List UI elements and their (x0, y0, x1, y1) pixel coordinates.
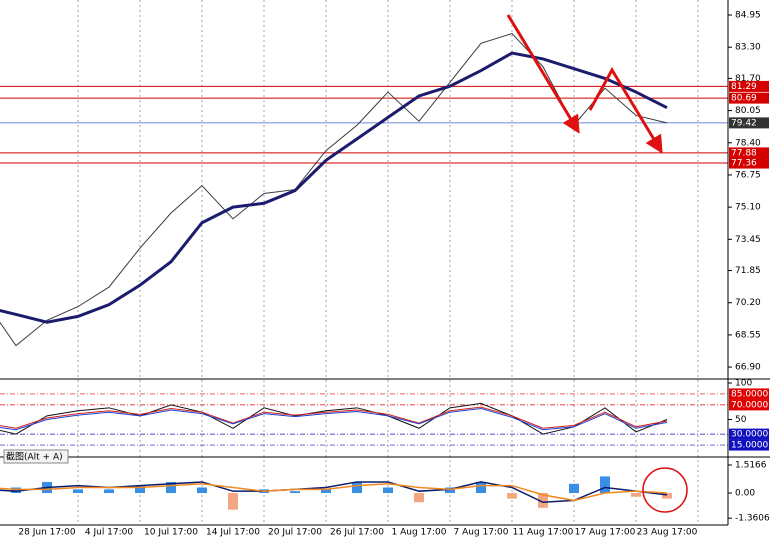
histogram-bar (135, 485, 145, 494)
series-line (0, 408, 668, 431)
level-label: 15.0000 (731, 441, 768, 451)
series-line (0, 51, 668, 324)
y-tick-label: 83.30 (735, 43, 761, 53)
x-tick-label: 11 Aug 17:00 (513, 528, 574, 538)
y-tick-label: 1.5166 (735, 461, 767, 471)
histogram-bar (538, 493, 548, 508)
x-tick-label: 26 Jul 17:00 (330, 528, 384, 538)
level-box (729, 439, 769, 451)
x-tick-label: 7 Aug 17:00 (454, 528, 509, 538)
x-tick-label: 28 Jun 17:00 (18, 528, 75, 538)
y-tick-label: 80.05 (735, 106, 761, 116)
y-tick-label: 68.55 (735, 330, 761, 340)
histogram-bar (445, 487, 455, 494)
x-tick-label: 20 Jul 17:00 (268, 528, 322, 538)
histogram-bar (631, 493, 641, 497)
y-tick-label: 81.70 (735, 74, 761, 84)
price-box (729, 117, 769, 129)
histogram-bar (569, 483, 579, 494)
histogram-bar (11, 487, 21, 494)
level-label: 77.88 (731, 148, 757, 158)
x-tick-label: 17 Aug 17:00 (575, 528, 636, 538)
histogram-bar (476, 481, 486, 494)
level-box (729, 92, 769, 104)
arrow (588, 67, 663, 154)
x-tick-label: 4 Jul 17:00 (85, 528, 134, 538)
x-tick-label: 1 Aug 17:00 (392, 528, 447, 538)
level-label: 77.36 (731, 159, 757, 169)
y-tick-label: 84.95 (735, 11, 761, 21)
tooltip-box (3, 449, 69, 464)
histogram-bar (600, 476, 610, 494)
y-tick-label: 0.00 (735, 489, 755, 499)
tooltip: 截图(Alt + A) (6, 451, 63, 463)
x-tick-label: 23 Aug 17:00 (637, 528, 698, 538)
y-tick-label: 78.40 (735, 138, 761, 148)
x-tick-label: 10 Jul 17:00 (144, 528, 198, 538)
level-box (729, 388, 769, 400)
histogram-bar (414, 493, 424, 503)
series-line (0, 406, 668, 429)
y-tick-label: 76.75 (735, 170, 761, 180)
histogram-bar (104, 489, 114, 494)
level-label: 80.69 (731, 94, 757, 104)
y-tick-label: 50 (735, 415, 747, 425)
histogram-bar (197, 487, 207, 494)
level-label: 30.0000 (731, 430, 768, 440)
series-line (0, 32, 668, 347)
histogram-bar (662, 493, 672, 499)
histogram-bar (321, 489, 331, 494)
histogram-bar (166, 481, 176, 494)
level-box (729, 428, 769, 440)
histogram-bar (73, 489, 83, 494)
y-tick-label: 73.45 (735, 235, 761, 245)
y-tick-label: 70.20 (735, 298, 761, 308)
arrow (506, 14, 580, 134)
histogram-bar (507, 493, 517, 499)
y-tick-label: 75.10 (735, 203, 761, 213)
level-label: 70.0000 (731, 400, 768, 410)
series-line (0, 402, 668, 435)
level-box (729, 157, 769, 169)
level-box (729, 80, 769, 92)
histogram-bar (290, 491, 300, 494)
level-box (729, 399, 769, 411)
histogram-bar (228, 493, 238, 510)
level-box (729, 147, 769, 159)
histogram-bar (383, 487, 393, 494)
y-tick-label: 71.85 (735, 266, 761, 276)
histogram-bar (352, 481, 362, 494)
y-tick-label: 100 (735, 379, 752, 389)
y-tick-label: -1.3606 (735, 514, 770, 524)
level-label: 81.29 (731, 82, 757, 92)
series-line (0, 483, 668, 502)
y-tick-label: 66.90 (735, 363, 761, 373)
level-label: 85.0000 (731, 389, 768, 399)
price-label: 79.42 (731, 118, 757, 128)
x-tick-label: 14 Jul 17:00 (206, 528, 260, 538)
highlight-circle (642, 467, 688, 513)
